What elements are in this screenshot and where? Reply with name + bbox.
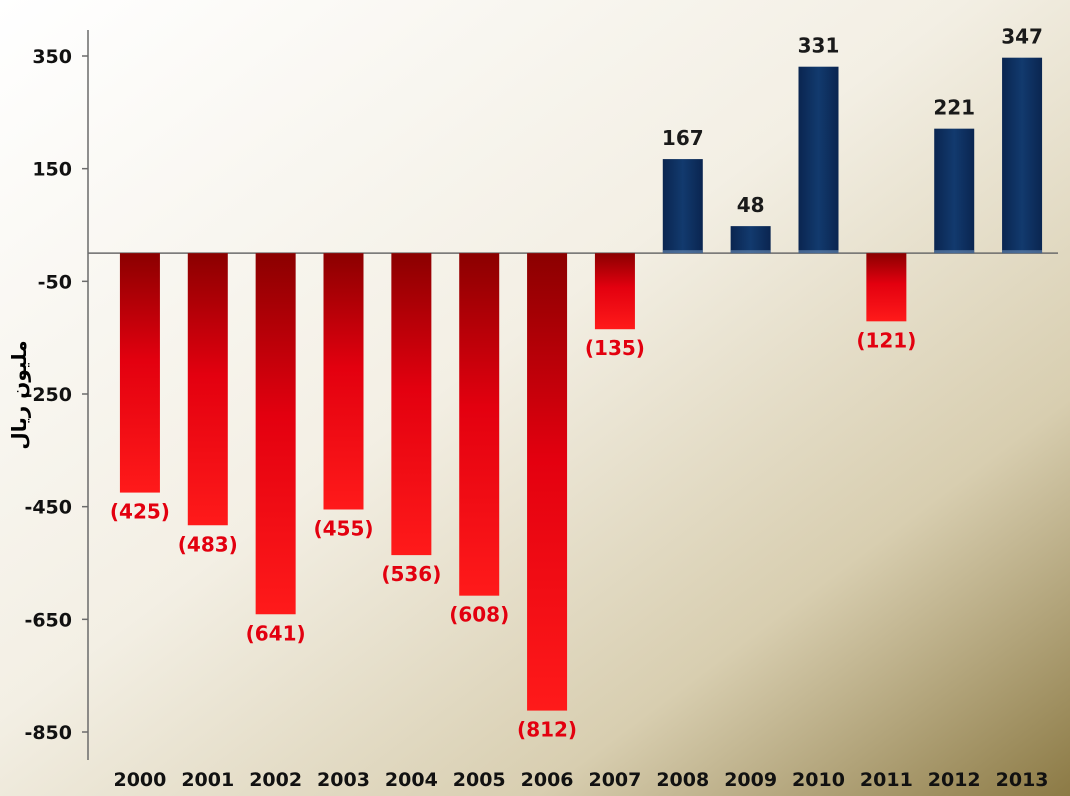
data-label-2005: (608) xyxy=(449,603,509,627)
data-label-2013: 347 xyxy=(1001,25,1043,49)
x-tick-labels: 2000 2001 2002 2003 2004 2005 2006 2007 2008 2009… xyxy=(113,769,1048,791)
x-tick-label: 2013 xyxy=(996,769,1049,791)
bar-2000 xyxy=(119,253,160,493)
y-tick-labels: 350 150 -50 -250 -450 -650 -850 xyxy=(24,46,72,744)
bar-2004 xyxy=(391,253,432,556)
data-label-2004: (536) xyxy=(381,562,441,586)
bar-shadow xyxy=(662,250,703,254)
bar-shadow xyxy=(1002,250,1043,254)
data-label-2010: 331 xyxy=(798,34,840,58)
bar-2011 xyxy=(866,253,907,322)
y-tick-label: -650 xyxy=(24,609,72,631)
data-labels: (425) (483) (641) (455) (536) (608) (812) (135)… xyxy=(110,25,1043,742)
data-label-2000: (425) xyxy=(110,500,170,524)
x-tick-label: 2006 xyxy=(521,769,574,791)
x-tick-label: 2007 xyxy=(588,769,641,791)
y-tick-label: 150 xyxy=(32,159,72,181)
y-axis-label: مليون ريال xyxy=(7,340,31,450)
y-tick-label: -450 xyxy=(24,497,72,519)
data-label-2003: (455) xyxy=(313,516,373,540)
bar-2009 xyxy=(730,226,771,254)
bar-shadow xyxy=(730,250,771,254)
bar-2008 xyxy=(662,159,703,254)
x-tick-label: 2009 xyxy=(724,769,777,791)
y-tick-label: -850 xyxy=(24,722,72,744)
bar-2006 xyxy=(527,253,568,711)
x-tick-label: 2005 xyxy=(453,769,506,791)
x-tick-label: 2010 xyxy=(792,769,845,791)
x-tick-label: 2003 xyxy=(317,769,370,791)
bar-2007 xyxy=(594,253,635,330)
bar-2003 xyxy=(323,253,364,510)
data-label-2007: (135) xyxy=(585,336,645,360)
data-label-2008: 167 xyxy=(662,126,704,150)
x-tick-label: 2002 xyxy=(249,769,302,791)
y-tick-label: -250 xyxy=(24,384,72,406)
bar-2013 xyxy=(1002,57,1043,254)
data-label-2001: (483) xyxy=(178,532,238,556)
x-tick-label: 2008 xyxy=(656,769,709,791)
x-tick-label: 2000 xyxy=(113,769,166,791)
bar-2002 xyxy=(255,253,296,615)
bar-2001 xyxy=(187,253,228,526)
bar-shadow xyxy=(934,250,975,254)
bar-2010 xyxy=(798,66,839,254)
bar-2012 xyxy=(934,128,975,254)
bar-2005 xyxy=(459,253,500,596)
y-tick-label: 350 xyxy=(32,46,72,68)
data-label-2009: 48 xyxy=(737,193,765,217)
data-label-2012: 221 xyxy=(933,96,975,120)
y-axis-label-wrap: مليون ريال xyxy=(4,300,34,490)
x-tick-label: 2001 xyxy=(181,769,234,791)
data-label-2011: (121) xyxy=(856,328,916,352)
y-tick-label: -50 xyxy=(38,271,72,293)
x-tick-label: 2011 xyxy=(860,769,913,791)
x-tick-label: 2012 xyxy=(928,769,981,791)
x-tick-label: 2004 xyxy=(385,769,438,791)
bar-shadow xyxy=(798,250,839,254)
bars xyxy=(119,57,1043,711)
data-label-2002: (641) xyxy=(246,621,306,645)
data-label-2006: (812) xyxy=(517,718,577,742)
